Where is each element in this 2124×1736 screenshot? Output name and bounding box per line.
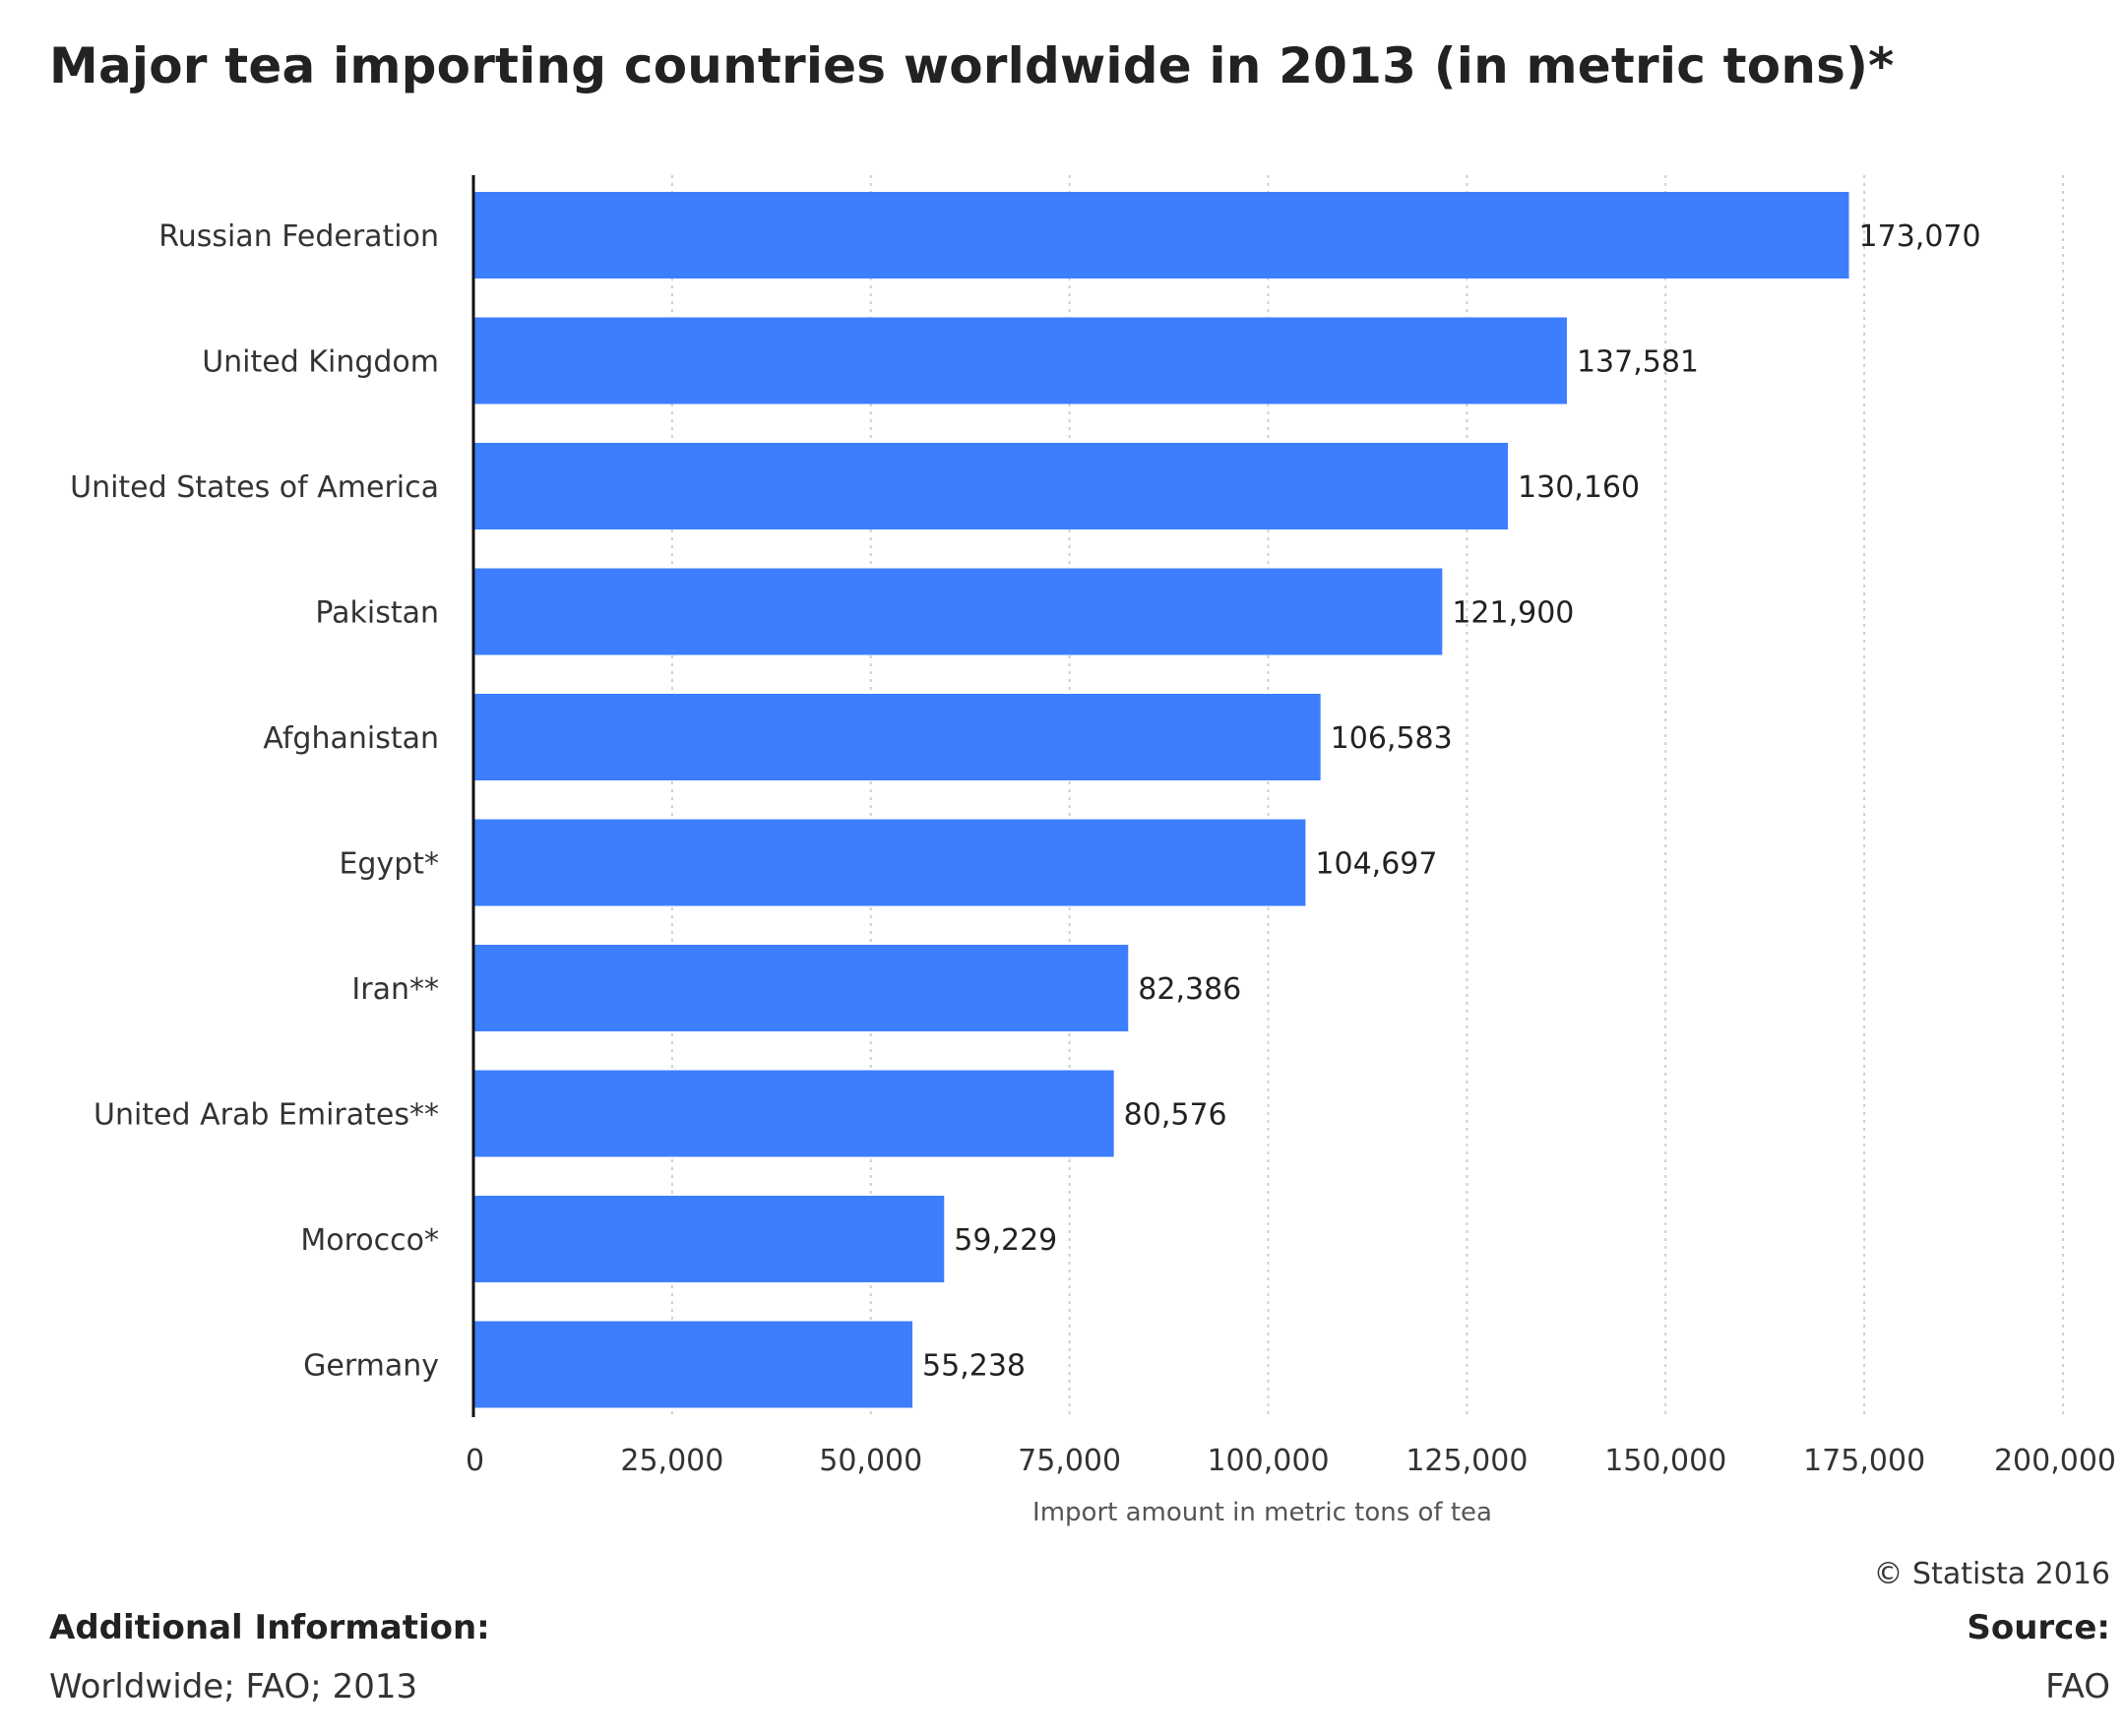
x-axis-title: Import amount in metric tons of tea <box>1032 1498 1492 1527</box>
value-label: 59,229 <box>954 1223 1057 1258</box>
category-label: United Kingdom <box>202 345 439 380</box>
category-label: Egypt* <box>339 847 439 882</box>
category-label: Afghanistan <box>263 721 439 756</box>
value-label: 130,160 <box>1518 470 1640 505</box>
value-label: 121,900 <box>1452 596 1574 631</box>
x-tick-label: 125,000 <box>1406 1444 1528 1478</box>
value-labels: 173,070 137,581 130,160 121,900 106,583 104,6… <box>922 219 1981 1384</box>
x-tick-label: 175,000 <box>1803 1444 1925 1478</box>
bars <box>473 192 1849 1408</box>
bar <box>473 945 1129 1031</box>
x-tick-label: 200,000 <box>1994 1444 2116 1478</box>
value-label: 173,070 <box>1859 219 1981 254</box>
value-label: 137,581 <box>1577 345 1699 380</box>
x-tick-label: 100,000 <box>1207 1444 1329 1478</box>
additional-info-text: Worldwide; FAO; 2013 <box>49 1667 418 1706</box>
value-label: 80,576 <box>1124 1098 1227 1133</box>
category-label: United States of America <box>70 470 439 505</box>
value-label: 55,238 <box>922 1349 1026 1384</box>
category-label: Germany <box>303 1349 439 1384</box>
chart-title: Major tea importing countries worldwide … <box>49 37 1895 94</box>
copyright-notice: © Statista 2016 <box>1873 1557 2110 1591</box>
source-heading: Source: <box>1967 1608 2110 1647</box>
x-tick-label: 25,000 <box>620 1444 723 1478</box>
bar <box>473 317 1567 404</box>
x-tick-label: 0 <box>466 1444 484 1478</box>
bar <box>473 192 1849 279</box>
category-labels: Russian Federation United Kingdom United S… <box>70 219 439 1384</box>
category-label: Iran** <box>351 972 439 1007</box>
category-label: United Arab Emirates** <box>94 1098 439 1133</box>
bar <box>473 1070 1114 1157</box>
value-label: 106,583 <box>1331 721 1453 756</box>
bar-chart: Russian Federation United Kingdom United S… <box>70 175 2116 1527</box>
category-label: Pakistan <box>315 596 439 631</box>
bar <box>473 1321 913 1408</box>
value-label: 104,697 <box>1315 847 1437 882</box>
bar <box>473 819 1306 906</box>
additional-info-heading: Additional Information: <box>49 1608 490 1647</box>
bar <box>473 1196 945 1282</box>
x-tick-labels: 0 25,000 50,000 75,000 100,000 125,000 150,000… <box>466 1444 2116 1478</box>
x-tick-label: 150,000 <box>1604 1444 1726 1478</box>
bar <box>473 694 1321 780</box>
value-label: 82,386 <box>1138 972 1241 1007</box>
category-label: Russian Federation <box>158 219 439 254</box>
x-tick-label: 50,000 <box>819 1444 922 1478</box>
bar <box>473 568 1443 655</box>
source-text: FAO <box>2045 1667 2110 1706</box>
category-label: Morocco* <box>300 1223 439 1258</box>
bar <box>473 443 1509 529</box>
x-tick-label: 75,000 <box>1018 1444 1121 1478</box>
